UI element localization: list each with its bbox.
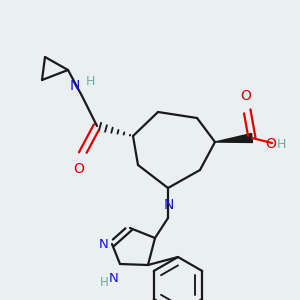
Text: O: O: [74, 162, 84, 176]
Text: H: H: [277, 137, 286, 151]
Polygon shape: [215, 134, 253, 142]
Text: N: N: [109, 272, 119, 285]
Text: H: H: [100, 276, 108, 289]
Text: N: N: [70, 79, 80, 93]
Text: O: O: [241, 89, 251, 103]
Text: N: N: [99, 238, 109, 250]
Text: O: O: [266, 137, 276, 151]
Text: H: H: [85, 75, 95, 88]
Text: N: N: [164, 198, 174, 212]
